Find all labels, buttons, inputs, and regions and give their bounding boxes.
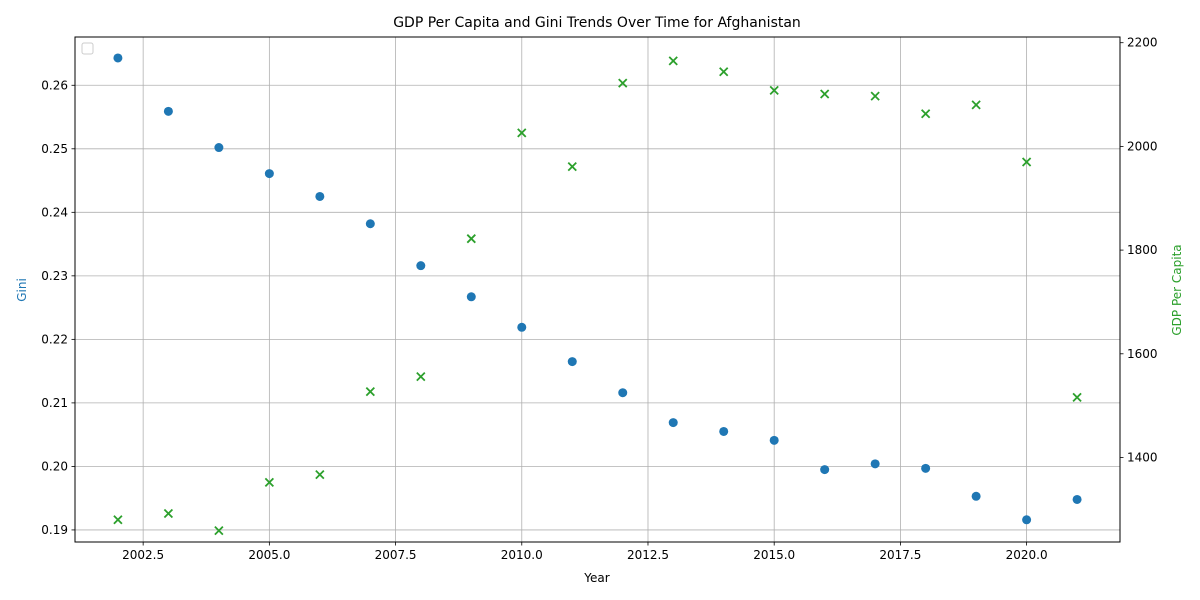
gdp-point <box>921 109 931 119</box>
gdp-point <box>315 469 325 480</box>
gdp-point <box>820 89 830 99</box>
x-tick-label: 2012.5 <box>627 548 669 562</box>
gdp-point <box>214 525 224 536</box>
y-left-tick-label: 0.21 <box>41 396 68 410</box>
gdp-point-stroke <box>466 234 476 244</box>
gdp-point-stroke <box>719 67 729 77</box>
gdp-point-stroke <box>921 109 931 119</box>
gdp-point-stroke <box>820 89 830 99</box>
gini-point <box>769 435 779 445</box>
x-tick-label: 2015.0 <box>753 548 795 562</box>
gdp-point-stroke <box>365 387 375 397</box>
gini-point <box>416 261 426 271</box>
gini-point <box>1072 494 1082 504</box>
x-tick-label: 2002.5 <box>122 548 164 562</box>
gini-point <box>921 463 931 473</box>
gdp-point-stroke <box>1072 392 1082 402</box>
gdp-point <box>1072 392 1082 402</box>
x-tick-label: 2017.5 <box>879 548 921 562</box>
gini-point <box>820 465 830 475</box>
gdp-point-stroke <box>870 91 880 101</box>
gdp-point-stroke <box>567 161 577 172</box>
y-left-tick-label: 0.19 <box>41 523 68 537</box>
x-tick-label: 2007.5 <box>375 548 417 562</box>
x-axis-title: Year <box>583 571 609 585</box>
gini-point <box>870 459 880 469</box>
x-tick-label: 2005.0 <box>248 548 290 562</box>
gdp-point-stroke <box>1021 157 1032 167</box>
y-left-tick-label: 0.26 <box>41 78 68 92</box>
y-axis-right-title: GDP Per Capita <box>1170 244 1184 335</box>
gdp-point <box>466 234 476 244</box>
gdp-point-stroke <box>971 100 981 110</box>
y-right-tick-label: 2200 <box>1127 36 1158 50</box>
gdp-point-stroke <box>416 371 426 382</box>
gini-point <box>214 143 224 153</box>
plot-area <box>75 37 1120 542</box>
gini-point <box>971 491 981 501</box>
gdp-point-stroke <box>769 85 779 96</box>
y-right-tick-label: 1400 <box>1127 450 1158 464</box>
gdp-point-stroke <box>113 515 123 525</box>
gdp-point-stroke <box>668 56 678 66</box>
gdp-point-stroke <box>163 508 174 519</box>
y-right-tick-label: 2000 <box>1127 139 1158 153</box>
gdp-point <box>618 78 628 88</box>
gdp-point-stroke <box>264 477 274 488</box>
plot-frame <box>74 36 1121 543</box>
gdp-point <box>113 515 123 525</box>
gdp-point-stroke <box>618 78 628 88</box>
y-axis-left-title: Gini <box>15 278 29 302</box>
gini-point <box>1022 515 1032 525</box>
gini-point <box>618 388 628 398</box>
gdp-point <box>769 85 779 96</box>
x-tick-label: 2020.0 <box>1006 548 1048 562</box>
y-left-tick-label: 0.24 <box>41 205 68 219</box>
gini-point <box>315 191 325 201</box>
gdp-point <box>264 477 274 488</box>
gdp-point <box>1021 157 1032 167</box>
data-points <box>113 53 1082 536</box>
gdp-point <box>567 161 577 172</box>
chart-title: GDP Per Capita and Gini Trends Over Time… <box>393 15 801 31</box>
gdp-point <box>517 128 527 138</box>
grid <box>75 37 1120 542</box>
gini-point <box>113 53 123 63</box>
gini-point <box>466 292 476 302</box>
gdp-point-stroke <box>214 525 224 536</box>
y-left-tick-label: 0.23 <box>41 269 68 283</box>
gini-point <box>264 169 274 179</box>
gdp-point <box>365 387 375 397</box>
gini-point <box>517 322 527 332</box>
gini-point <box>719 426 729 436</box>
y-right-tick-label: 1600 <box>1127 347 1158 361</box>
gdp-point <box>668 56 678 66</box>
ticks: 2002.5 2005.0 2007.5 2010.0 2012.5 2015.0 2017… <box>41 36 1157 562</box>
gdp-point-stroke <box>315 469 325 480</box>
gini-point <box>567 357 577 367</box>
gdp-point <box>416 371 426 382</box>
gini-point <box>365 219 375 229</box>
gdp-point <box>870 91 880 101</box>
y-left-tick-label: 0.25 <box>41 142 68 156</box>
gdp-point <box>719 67 729 77</box>
gdp-point-stroke <box>517 128 527 138</box>
gdp-point <box>163 508 174 519</box>
y-left-tick-label: 0.22 <box>41 332 68 346</box>
x-tick-label: 2010.0 <box>501 548 543 562</box>
gini-point <box>668 418 678 428</box>
legend-box <box>81 42 94 55</box>
gini-point <box>163 106 173 116</box>
y-left-tick-label: 0.20 <box>41 459 68 473</box>
y-right-tick-label: 1800 <box>1127 243 1158 257</box>
gdp-point <box>971 100 981 110</box>
